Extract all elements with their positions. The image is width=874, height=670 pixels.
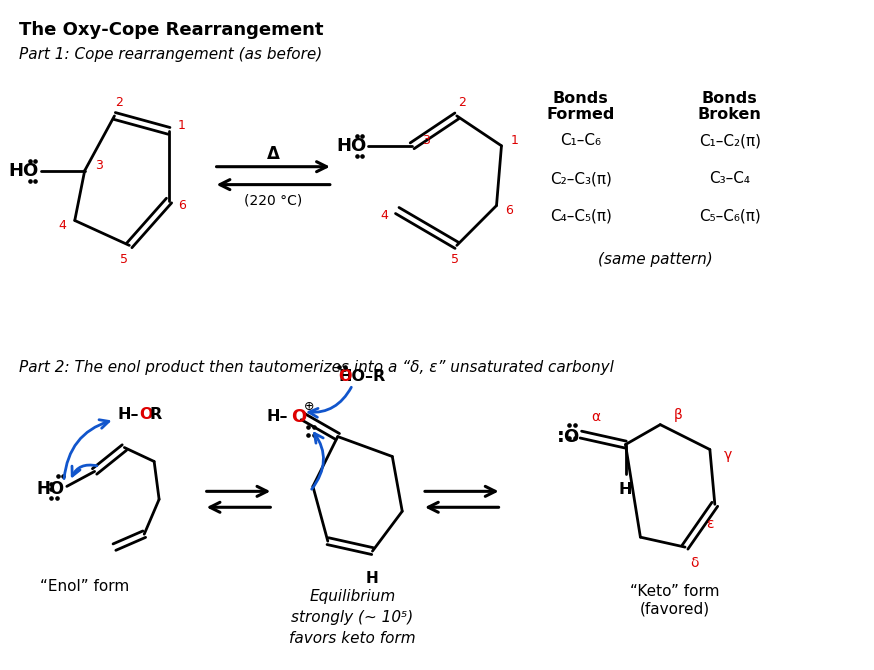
Text: Part 2: The enol product then tautomerizes into a “δ, ε” unsaturated carbonyl: Part 2: The enol product then tautomeriz… — [19, 360, 614, 375]
Text: γ: γ — [724, 448, 732, 462]
Text: HO: HO — [37, 480, 65, 498]
Text: C₅–C₆(π): C₅–C₆(π) — [699, 209, 760, 224]
Text: (same pattern): (same pattern) — [598, 252, 712, 267]
Text: δ: δ — [690, 556, 699, 570]
Text: O: O — [139, 407, 153, 422]
Text: Bonds: Bonds — [553, 91, 608, 106]
Text: O: O — [291, 407, 307, 425]
Text: (220 °C): (220 °C) — [244, 194, 302, 208]
Text: Formed: Formed — [546, 107, 615, 122]
Text: 2: 2 — [115, 96, 123, 109]
Text: ⊕: ⊕ — [303, 400, 314, 413]
Text: Broken: Broken — [697, 107, 761, 122]
Text: 1: 1 — [510, 134, 518, 147]
Text: “Enol” form: “Enol” form — [40, 579, 129, 594]
Text: C₄–C₅(π): C₄–C₅(π) — [550, 209, 612, 224]
Text: β: β — [674, 407, 683, 421]
Text: R: R — [149, 407, 162, 422]
Text: 4: 4 — [58, 219, 66, 232]
Text: C₃–C₄: C₃–C₄ — [709, 171, 750, 186]
Text: H–: H– — [118, 407, 139, 422]
Text: HO: HO — [336, 137, 366, 155]
Text: Δ: Δ — [267, 145, 280, 163]
Text: ε: ε — [706, 517, 713, 531]
FancyArrowPatch shape — [312, 433, 323, 489]
Text: Part 1: Cope rearrangement (as before): Part 1: Cope rearrangement (as before) — [19, 47, 323, 62]
Text: 5: 5 — [121, 253, 128, 266]
Text: C₁–C₂(π): C₁–C₂(π) — [698, 133, 760, 148]
Text: 1: 1 — [178, 119, 186, 133]
FancyArrowPatch shape — [72, 465, 97, 476]
Text: Equilibrium
strongly (∼ 10⁵)
favors keto form: Equilibrium strongly (∼ 10⁵) favors keto… — [289, 589, 416, 646]
Text: 6: 6 — [505, 204, 513, 217]
Text: 3: 3 — [94, 159, 102, 172]
Text: 5: 5 — [451, 253, 459, 266]
Text: 3: 3 — [422, 134, 430, 147]
Text: O: O — [564, 427, 579, 446]
Text: H–: H– — [267, 409, 288, 424]
Text: 2: 2 — [458, 96, 466, 109]
Text: :: : — [558, 427, 565, 446]
Text: H: H — [366, 571, 378, 586]
Text: O: O — [338, 369, 351, 385]
Text: α: α — [591, 409, 600, 423]
Text: Bonds: Bonds — [702, 91, 758, 106]
FancyArrowPatch shape — [64, 419, 109, 478]
Text: H: H — [619, 482, 632, 497]
Text: 6: 6 — [178, 199, 186, 212]
Text: C₂–C₃(π): C₂–C₃(π) — [550, 171, 612, 186]
Text: “Keto” form
(favored): “Keto” form (favored) — [630, 584, 720, 616]
Text: The Oxy-Cope Rearrangement: The Oxy-Cope Rearrangement — [19, 21, 323, 40]
Text: C₁–C₆: C₁–C₆ — [560, 133, 601, 148]
Text: HO: HO — [9, 161, 39, 180]
FancyArrowPatch shape — [309, 387, 351, 417]
Text: HO–R: HO–R — [339, 369, 386, 385]
Text: 4: 4 — [380, 209, 388, 222]
